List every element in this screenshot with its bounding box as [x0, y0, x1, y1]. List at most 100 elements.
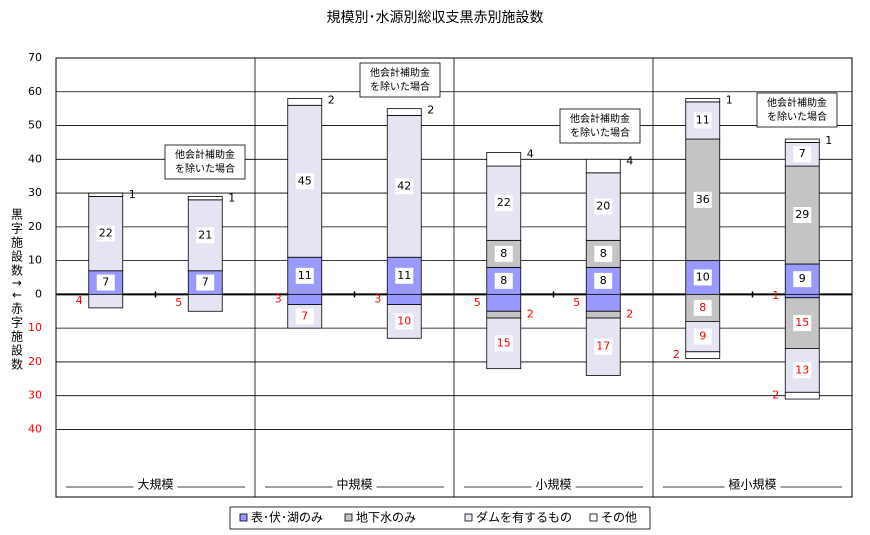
label-bg: [494, 195, 513, 212]
y-tick-label: 20: [28, 355, 42, 368]
group-label-bg: [531, 476, 576, 492]
legend-label: 地下水のみ: [356, 511, 416, 525]
deficit-label: 9: [699, 330, 706, 343]
bar-segment: [486, 310, 522, 319]
y-tick-label: 10: [28, 254, 42, 267]
label-bg: [693, 112, 712, 129]
label-bg: [693, 328, 712, 345]
value-label: 42: [397, 179, 411, 192]
label-bg: [295, 173, 314, 190]
value-label: 22: [497, 196, 511, 209]
label-bg: [693, 269, 712, 286]
bar-segment: [486, 152, 522, 167]
label-bg: [96, 225, 115, 242]
bar-segment: [287, 98, 323, 106]
label-bg: [494, 272, 513, 289]
label-bg: [793, 362, 812, 379]
value-label: 21: [198, 228, 212, 241]
bar-segment: [88, 192, 124, 197]
bar-segment: [187, 293, 223, 312]
label-bg: [793, 315, 812, 332]
y-tick-label: 50: [28, 119, 42, 132]
bar-segment: [784, 293, 820, 299]
label-bg: [395, 313, 414, 330]
label-bg: [594, 245, 613, 262]
annotation: 他会計補助金: [767, 96, 827, 109]
y-tick-label: 40: [28, 152, 42, 165]
deficit-label: 15: [795, 316, 809, 329]
deficit-label: 1: [772, 289, 779, 302]
bar-segment: [685, 101, 721, 140]
group-label-bg: [133, 476, 178, 492]
value-label: 11: [397, 269, 411, 282]
legend-swatch: [464, 513, 473, 522]
bar-segment: [685, 98, 721, 103]
bar-segment: [486, 293, 522, 312]
y-tick-label: 0: [35, 287, 42, 300]
value-label: 1: [726, 94, 733, 107]
label-bg: [494, 245, 513, 262]
deficit-label: 3: [374, 292, 381, 305]
annotation-box: [559, 108, 641, 144]
label-bg: [793, 207, 812, 224]
group-label: 小規模: [535, 477, 571, 492]
value-label: 11: [696, 113, 710, 126]
chart-title: 規模別･水源別総収支黒赤別施設数: [327, 10, 544, 26]
annotation-box: [164, 144, 246, 180]
label-bg: [594, 198, 613, 215]
annotation: を除いた場合: [570, 126, 630, 139]
deficit-label: 4: [76, 294, 83, 307]
label-bg: [295, 267, 314, 284]
value-label: 22: [99, 227, 113, 240]
deficit-label: 7: [301, 309, 308, 322]
label-bg: [395, 178, 414, 195]
bar-segment: [88, 293, 124, 309]
value-label: 4: [527, 148, 534, 161]
legend-swatch: [344, 513, 353, 522]
label-bg: [96, 274, 115, 291]
bar-segment: [685, 351, 721, 359]
annotation-box: [359, 62, 441, 98]
bar-segment: [585, 310, 621, 319]
y-tick-label: 20: [28, 220, 42, 233]
value-label: 9: [799, 272, 806, 285]
bar-segment: [386, 293, 422, 305]
legend-label: その他: [601, 511, 637, 525]
value-label: 29: [795, 208, 809, 221]
value-label: 2: [427, 104, 434, 117]
annotation-box: [756, 92, 838, 128]
label-bg: [395, 267, 414, 284]
group-label: 大規模: [137, 477, 173, 492]
value-label: 2: [328, 94, 335, 107]
bar-segment: [287, 293, 323, 305]
legend-box: [229, 506, 651, 530]
annotation: を除いた場合: [370, 80, 430, 93]
legend-swatch: [589, 513, 598, 522]
label-bg: [693, 299, 712, 316]
value-label: 1: [129, 188, 136, 201]
value-label: 1: [825, 134, 832, 147]
label-bg: [793, 146, 812, 163]
annotation: 他会計補助金: [370, 66, 430, 79]
deficit-label: 17: [596, 340, 610, 353]
deficit-label: 15: [497, 336, 511, 349]
bar-segment: [784, 138, 820, 143]
value-label: 7: [102, 276, 109, 289]
legend-label: ダムを有するもの: [476, 510, 572, 525]
value-label: 1: [228, 191, 235, 204]
deficit-label: 2: [673, 348, 680, 361]
value-label: 45: [298, 174, 312, 187]
value-label: 20: [596, 200, 610, 213]
y-tick-label: 30: [28, 389, 42, 402]
value-label: 8: [600, 247, 607, 260]
y-tick-label: 70: [28, 51, 42, 64]
bar-segment: [585, 239, 621, 268]
deficit-label: 3: [275, 292, 282, 305]
bar-segment: [187, 196, 223, 201]
label-bg: [494, 335, 513, 352]
bar-segment: [784, 391, 820, 400]
deficit-label: 2: [772, 389, 779, 402]
y-tick-label: 10: [28, 321, 42, 334]
bar-segment: [585, 293, 621, 312]
